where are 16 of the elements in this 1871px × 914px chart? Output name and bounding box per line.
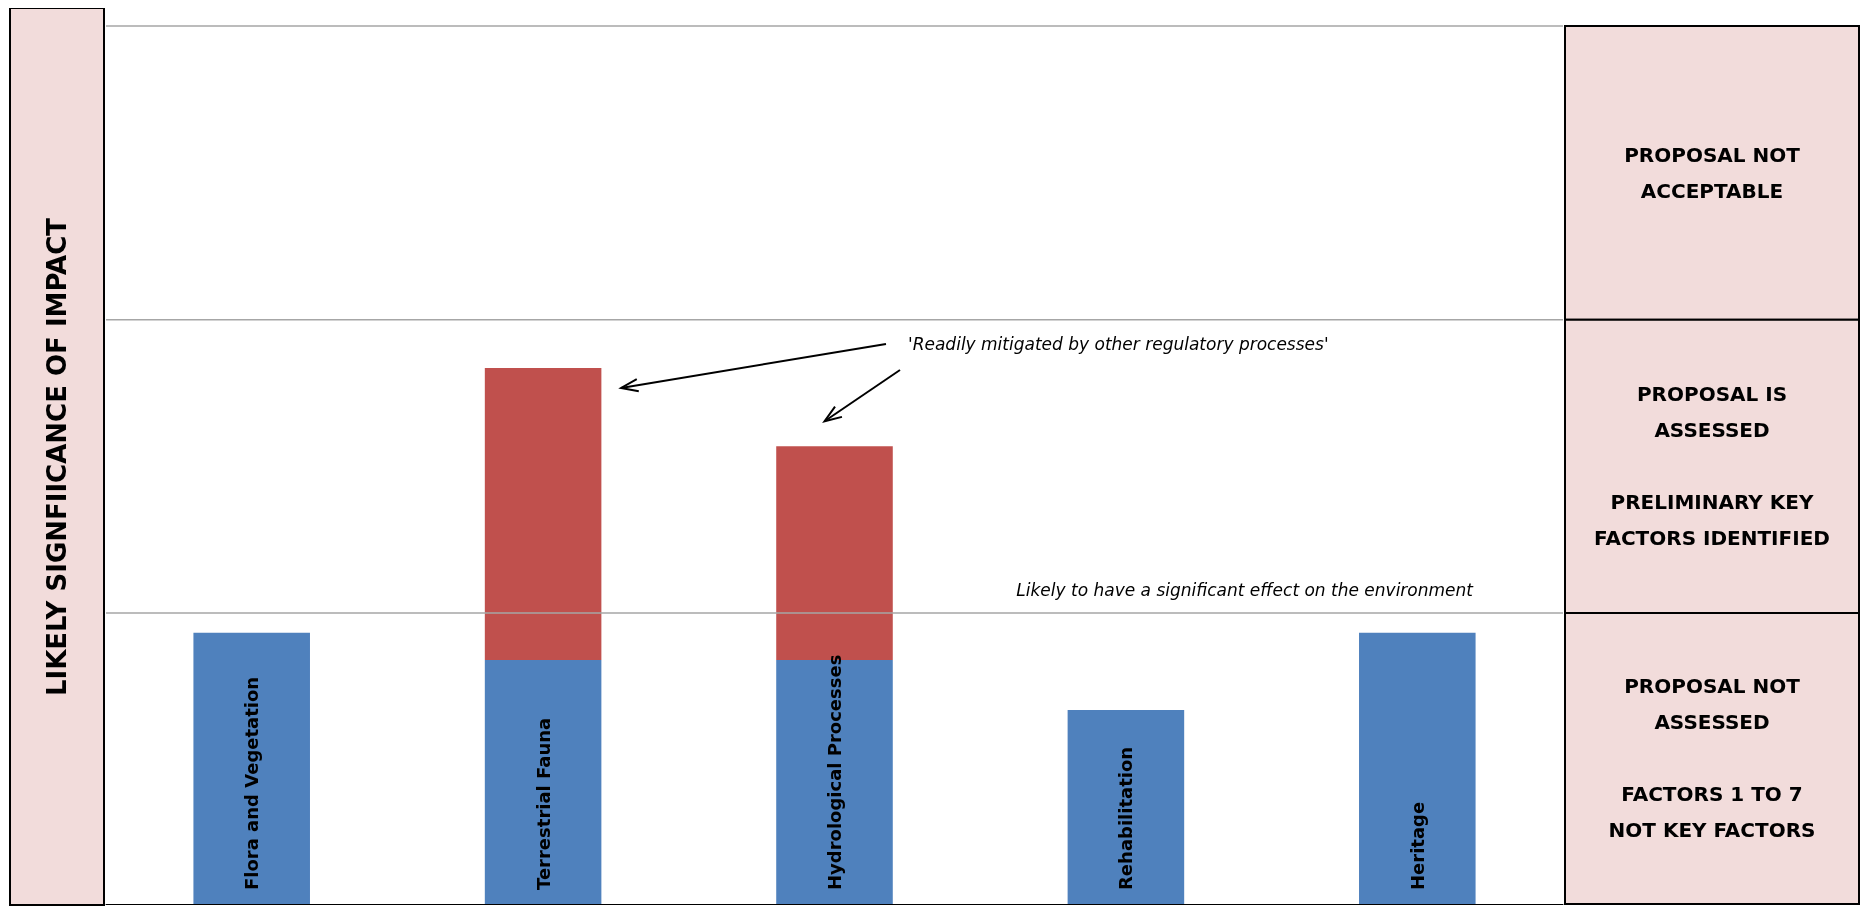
ref-line-label: Likely to have a significant effect on the environment: [1016, 580, 1475, 601]
text: PROPOSAL NOT ACCEPTABLE: [1624, 142, 1801, 203]
x-tick-label: Rehabilitation: [1115, 746, 1137, 890]
bar: [484, 367, 602, 661]
x-tick-label: Heritage: [1406, 801, 1428, 890]
bar: [1067, 709, 1185, 904]
text: PROPOSAL NOT ASSESSED FACTORS 1 TO 7 NOT KEY FACTORS: [1608, 674, 1816, 843]
text: PROPOSAL IS ASSESSED PRELIMINARY KEY FACTORS IDENTIFIED: [1594, 382, 1830, 551]
bar: [1359, 632, 1476, 904]
y-axis-title: LIKELY SIGNFIICANCE OF IMPACT: [42, 217, 72, 697]
x-tick-label: Terrestrial Fauna: [532, 717, 554, 890]
x-tick-label: Hydrological Processes: [824, 654, 845, 890]
x-tick-label: Flora and Vegetation: [241, 676, 263, 890]
text: 'Readily mitigated by other regulatory processes': [908, 334, 1329, 354]
bar: [193, 632, 310, 904]
bar: [484, 660, 602, 904]
